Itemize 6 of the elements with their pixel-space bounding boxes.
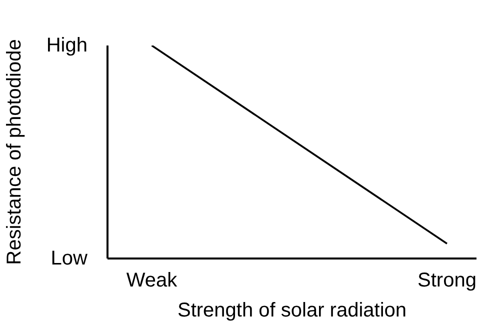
text: Low	[50, 248, 88, 270]
x-tick-label: Strong	[418, 270, 476, 292]
x-axis-title: Strength of solar radiation	[177, 300, 407, 322]
text: High	[46, 34, 88, 56]
x-tick-label: Weak	[126, 270, 178, 292]
y-axis-title: Resistance of photodiode	[3, 39, 26, 265]
